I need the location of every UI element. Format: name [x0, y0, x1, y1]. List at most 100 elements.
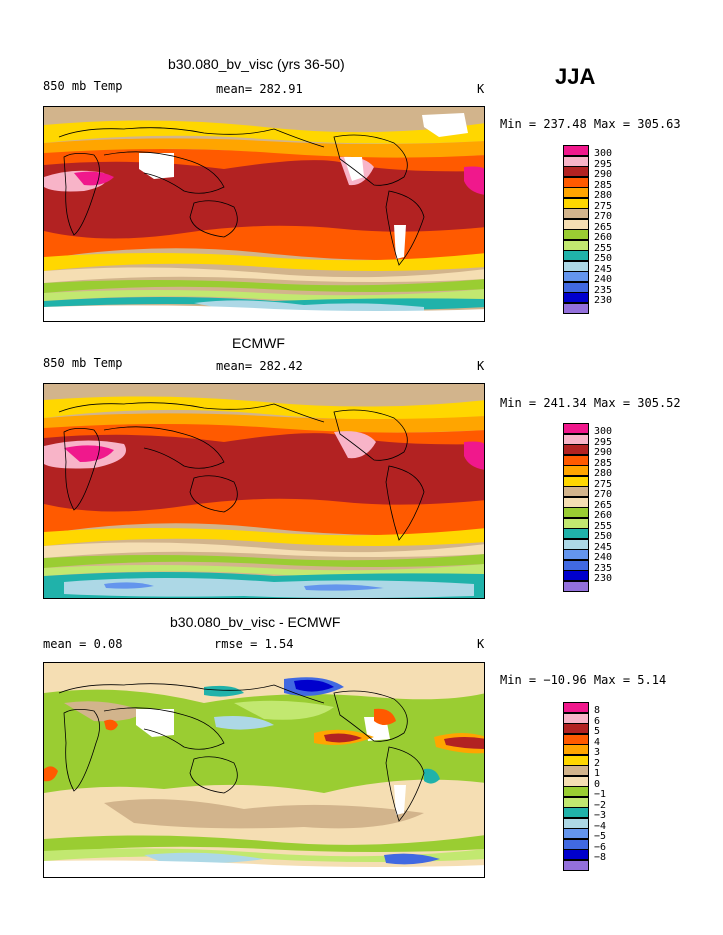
legend-swatch	[563, 528, 589, 539]
legend-swatch	[563, 859, 589, 871]
season-label: JJA	[555, 64, 596, 89]
legend-swatch	[563, 559, 589, 571]
legend-label: 1	[594, 768, 601, 779]
legend-label: 285	[594, 457, 613, 469]
legend-swatch	[563, 786, 589, 797]
legend-label: 300	[594, 148, 613, 159]
legend-label: 4	[594, 736, 601, 748]
legend-swatch	[563, 486, 589, 497]
legend-swatch	[563, 723, 589, 734]
panel-3-map	[43, 662, 485, 878]
legend-swatch	[563, 838, 589, 850]
legend-label: 250	[594, 253, 613, 264]
legend-label: 260	[594, 510, 613, 521]
legend-swatch	[563, 733, 589, 745]
legend-swatch	[563, 538, 589, 550]
legend-label: 255	[594, 520, 613, 532]
legend-swatch	[563, 292, 589, 303]
legend-swatch	[563, 775, 589, 787]
legend-swatch	[563, 281, 589, 293]
legend-swatch	[563, 828, 589, 839]
legend-label: 255	[594, 242, 613, 254]
legend-label: 5	[594, 726, 601, 737]
legend-label: 3	[594, 747, 601, 758]
legend-swatch	[563, 197, 589, 209]
legend-label: 245	[594, 541, 613, 553]
legend-label: 275	[594, 478, 613, 490]
panel-1-title: b30.080_bv_visc (yrs 36-50)	[168, 56, 345, 72]
legend-swatch	[563, 744, 589, 755]
legend-label: 8	[594, 705, 601, 716]
legend-swatch	[563, 507, 589, 518]
legend-swatch	[563, 166, 589, 177]
panel-2-minmax-label: Min = 241.34 Max = 305.52	[500, 396, 681, 410]
legend-label: 270	[594, 211, 613, 222]
legend-swatch	[563, 702, 589, 713]
legend-label: 6	[594, 715, 601, 727]
legend-swatch	[563, 580, 589, 592]
legend-swatch	[563, 465, 589, 476]
legend-label: 265	[594, 499, 613, 511]
legend-swatch	[563, 549, 589, 560]
legend-label: 280	[594, 190, 613, 201]
legend-swatch	[563, 218, 589, 230]
legend-label: −2	[594, 799, 607, 811]
legend-label: 240	[594, 552, 613, 563]
panel-2-mean-label: mean= 282.42	[216, 359, 303, 373]
legend-swatch	[563, 444, 589, 455]
legend-label: 290	[594, 447, 613, 458]
panel-1-variable-label: 850 mb Temp	[43, 79, 123, 93]
legend-swatch	[563, 765, 589, 776]
panel-2-title: ECMWF	[232, 335, 285, 351]
legend-label: 260	[594, 232, 613, 243]
legend-label: 230	[594, 295, 613, 306]
legend-label: 0	[594, 778, 601, 790]
legend-swatch	[563, 155, 589, 167]
legend-label: −3	[594, 810, 607, 821]
legend-swatch	[563, 454, 589, 466]
panel-1-unit-label: K	[477, 82, 485, 96]
panel-1-mean-label: mean= 282.91	[216, 82, 303, 96]
legend-swatch	[563, 208, 589, 219]
legend-label: 245	[594, 263, 613, 275]
panel-1-map	[43, 106, 485, 322]
legend-label: 250	[594, 531, 613, 542]
legend-label: 290	[594, 169, 613, 180]
legend-swatch	[563, 302, 589, 314]
panel-3-minmax-label: Min = −10.96 Max = 5.14	[500, 673, 667, 687]
legend-swatch	[563, 817, 589, 829]
legend-label: 285	[594, 179, 613, 191]
legend-swatch	[563, 187, 589, 198]
legend-label: −4	[594, 820, 607, 832]
legend-label: 235	[594, 284, 613, 296]
legend-label: 280	[594, 468, 613, 479]
legend-swatch	[563, 517, 589, 529]
legend-swatch	[563, 176, 589, 188]
legend-label: 2	[594, 757, 601, 769]
panel-2-map	[43, 383, 485, 599]
legend-swatch	[563, 250, 589, 261]
legend-swatch	[563, 754, 589, 766]
legend-label: 240	[594, 274, 613, 285]
legend-swatch	[563, 229, 589, 240]
legend-label: 230	[594, 573, 613, 584]
panel-3-unit-label: K	[477, 637, 485, 651]
legend-label: 300	[594, 426, 613, 437]
legend-swatch	[563, 145, 589, 156]
legend-label: 270	[594, 489, 613, 500]
panel-3-title: b30.080_bv_visc - ECMWF	[170, 614, 341, 630]
panel-3-rmse-label: rmse = 1.54	[214, 637, 294, 651]
panel-2-variable-label: 850 mb Temp	[43, 356, 123, 370]
legend-swatch	[563, 423, 589, 434]
panel-2-unit-label: K	[477, 359, 485, 373]
legend-swatch	[563, 807, 589, 818]
legend-swatch	[563, 570, 589, 581]
legend-swatch	[563, 796, 589, 808]
legend-label: 275	[594, 200, 613, 212]
legend-swatch	[563, 849, 589, 860]
legend-swatch	[563, 433, 589, 445]
legend-swatch	[563, 260, 589, 272]
legend-label: 295	[594, 158, 613, 170]
legend-label: −1	[594, 789, 607, 800]
legend-swatch	[563, 239, 589, 251]
